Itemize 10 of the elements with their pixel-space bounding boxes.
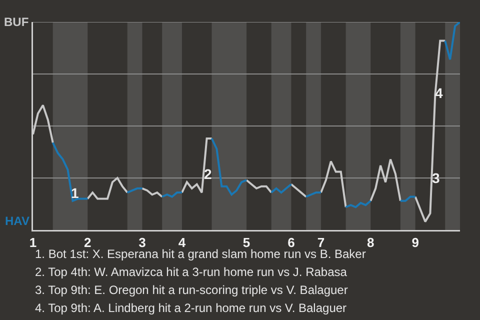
annotation: 3 [432, 170, 440, 186]
x-tick-label: 1 [29, 235, 37, 250]
text: 3. Top 9th: E. Oregon hit a run-scoring triple vs V. Balaguer [35, 283, 348, 297]
x-tick-label: 9 [412, 235, 419, 250]
text: BUF [4, 15, 29, 29]
text: 4. Top 9th: A. Lindberg hit a 2-run home run vs V. Balaguer [35, 301, 347, 315]
text: HAV [5, 214, 30, 228]
annotation: 2 [204, 166, 212, 182]
x-tick-label: 8 [367, 235, 374, 250]
text: 2. Top 4th: W. Amavizca hit a 3-run home run vs J. Rabasa [35, 265, 348, 279]
